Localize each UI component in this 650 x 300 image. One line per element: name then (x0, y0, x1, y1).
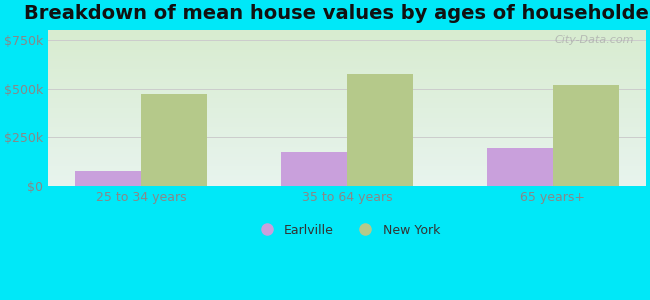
Bar (141, 94, 207, 186)
Bar (347, 74, 413, 186)
Bar (75, 171, 141, 186)
Bar (281, 152, 347, 186)
Legend: Earlville, New York: Earlville, New York (249, 219, 445, 242)
Bar (487, 148, 553, 186)
Bar (553, 85, 619, 186)
Text: City-Data.com: City-Data.com (554, 35, 634, 45)
Title: Breakdown of mean house values by ages of householders: Breakdown of mean house values by ages o… (24, 4, 650, 23)
